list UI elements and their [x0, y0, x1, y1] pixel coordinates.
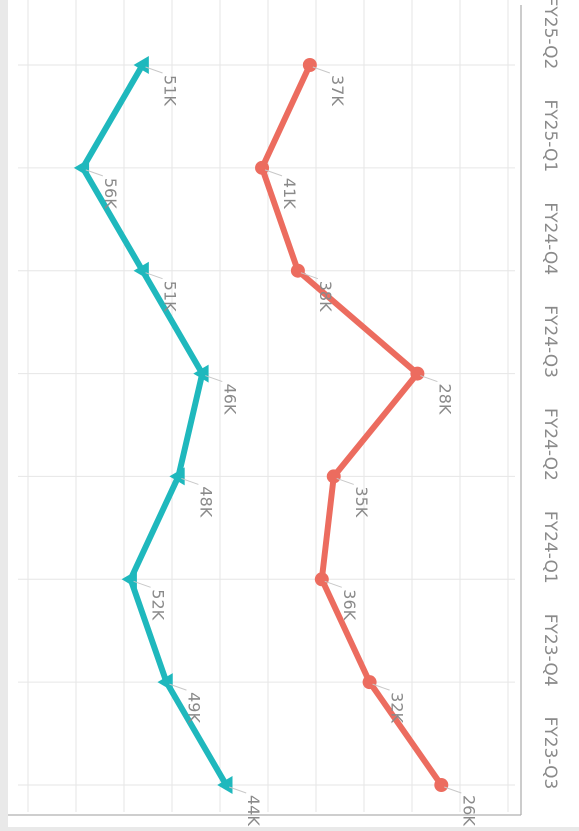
data-point-circle: [410, 366, 425, 381]
data-label: 51K: [161, 281, 180, 312]
data-label-leader: [336, 477, 354, 485]
data-label: 38K: [316, 281, 335, 312]
data-label: 41K: [280, 178, 299, 209]
data-point-triangle: [121, 570, 137, 589]
x-tick-label: FY23-Q3: [540, 717, 560, 790]
data-label-leader: [181, 477, 199, 485]
data-point-circle: [362, 675, 377, 690]
series-line-1: [79, 62, 230, 788]
data-label: 51K: [161, 75, 180, 106]
data-label-leader: [169, 683, 187, 691]
data-label-leader: [420, 375, 438, 383]
data-label-leader: [145, 66, 163, 74]
data-label: 26K: [459, 795, 478, 826]
data-label-leader: [264, 169, 283, 177]
data-label: 52K: [149, 589, 168, 620]
data-label: 28K: [435, 384, 454, 415]
data-label-leader: [85, 169, 103, 177]
data-label-leader: [229, 786, 247, 794]
data-point-triangle: [73, 158, 90, 177]
data-label: 49K: [184, 692, 203, 723]
x-tick-labels: FY23-Q3 FY23-Q4 FY24-Q1 FY24-Q2 FY24-Q3 FY24-…: [540, 0, 560, 789]
data-point-circle: [434, 778, 449, 792]
x-tick-label: FY24-Q1: [540, 511, 560, 584]
data-label: 36K: [340, 589, 359, 620]
data-label-leader: [205, 375, 223, 383]
data-label-leader: [312, 66, 331, 74]
x-tick-label: FY25-Q1: [540, 99, 560, 172]
data-point-triangle: [157, 673, 173, 692]
x-tick-label: FY25-Q2: [540, 0, 560, 69]
data-point-circle: [326, 469, 341, 484]
data-label-leader: [133, 580, 151, 588]
x-tick-label: FY23-Q4: [540, 614, 560, 687]
line-chart: 44K 49K 52K 48K 46K 51K 56K 51K 26K 32K 36K 35K 28K 3…: [8, 0, 560, 826]
series-line-2: [259, 62, 445, 788]
data-labels: 44K 49K 52K 48K 46K 51K 56K 51K 26K 32K 36K 35K 28K 3…: [85, 66, 478, 826]
data-label: 44K: [244, 795, 263, 826]
data-point-triangle: [133, 56, 149, 74]
x-tick-label: FY24-Q3: [540, 305, 560, 378]
x-tick-label: FY24-Q4: [540, 202, 560, 275]
data-label: 32K: [388, 692, 407, 723]
axes: [8, 5, 522, 816]
data-point-circle: [290, 263, 305, 278]
grid: [18, 0, 515, 812]
series: [73, 56, 449, 794]
data-label-leader: [300, 272, 319, 280]
data-label: 35K: [352, 486, 371, 517]
data-label: 46K: [220, 384, 239, 415]
data-point-circle: [314, 572, 329, 587]
data-point-triangle: [169, 467, 185, 486]
data-point-circle: [302, 58, 317, 72]
data-label: 37K: [328, 75, 347, 106]
data-point-triangle: [193, 364, 209, 383]
data-label: 48K: [196, 486, 215, 517]
data-point-triangle: [133, 261, 149, 280]
data-label-leader: [372, 683, 390, 691]
data-label: 56K: [101, 178, 120, 209]
data-label-leader: [444, 786, 462, 794]
data-point-circle: [255, 160, 270, 175]
data-point-triangle: [217, 776, 233, 794]
data-label-leader: [145, 272, 163, 280]
x-tick-label: FY24-Q2: [540, 408, 560, 481]
data-label-leader: [324, 580, 342, 588]
chart-panel: 44K 49K 52K 48K 46K 51K 56K 51K 26K 32K 36K 35K 28K 3…: [8, 0, 579, 827]
